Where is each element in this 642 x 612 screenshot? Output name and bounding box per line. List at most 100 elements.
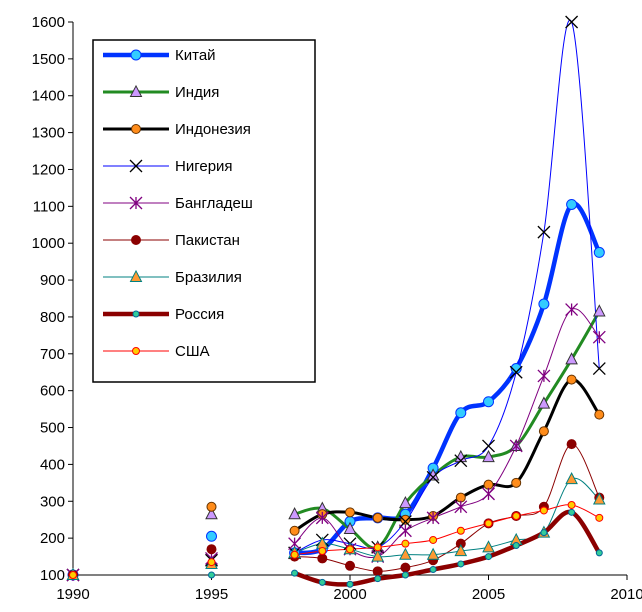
data-point [291, 569, 299, 577]
series-7-markers [69, 508, 603, 588]
data-point [539, 506, 548, 515]
data-point [512, 512, 521, 521]
legend-label: Нигерия [175, 158, 233, 175]
data-point [290, 550, 299, 559]
data-point [568, 508, 576, 516]
data-point [206, 544, 217, 555]
data-point [565, 303, 579, 317]
data-point [346, 545, 354, 554]
chart-legend: Китай Индия Индонезия Нигерия Бангладеш Пакис… [92, 39, 316, 383]
data-point [512, 542, 520, 550]
data-point [537, 369, 551, 383]
y-tick-label: 1100 [33, 198, 65, 215]
data-point [510, 363, 522, 375]
y-tick-label: 300 [40, 493, 65, 510]
data-point [483, 479, 494, 490]
data-point [401, 539, 410, 548]
data-point [318, 547, 327, 556]
series-6-markers [66, 472, 606, 581]
legend-item: Бразилия [103, 269, 242, 286]
data-point [371, 549, 385, 562]
series-line [294, 19, 600, 554]
data-point [429, 565, 437, 573]
data-point [592, 492, 606, 505]
y-tick-label: 1600 [32, 14, 65, 31]
legend-label: Индонезия [175, 121, 251, 138]
data-point [509, 365, 523, 379]
data-point [398, 524, 412, 538]
y-tick-label: 1000 [32, 235, 65, 252]
legend-label: США [175, 343, 210, 360]
series-2-markers [68, 374, 605, 580]
data-point [454, 500, 468, 514]
data-point [565, 352, 578, 365]
data-point [594, 409, 605, 420]
legend-label: Пакистан [175, 232, 240, 249]
data-point [346, 580, 354, 588]
legend-swatch-marker [131, 124, 141, 134]
legend-item: Россия [103, 306, 224, 323]
data-point [400, 562, 411, 573]
legend-swatch-marker [129, 159, 143, 173]
series-8-markers [69, 500, 604, 579]
data-point [537, 396, 551, 409]
series-3-line-group [294, 19, 600, 554]
data-point [592, 362, 606, 376]
data-point [207, 558, 216, 567]
data-point [456, 526, 465, 535]
data-point [455, 407, 467, 419]
data-point [372, 512, 383, 523]
y-tick-label: 500 [40, 420, 65, 437]
series-line [294, 477, 600, 558]
data-point [511, 477, 522, 488]
data-point [289, 525, 300, 536]
data-point [401, 571, 409, 579]
data-point [315, 536, 329, 549]
x-tick-label: 1990 [56, 586, 89, 603]
legend-swatch-marker [129, 196, 143, 210]
legend-item: Китай [103, 47, 216, 64]
data-point [206, 501, 217, 512]
y-tick-label: 800 [40, 309, 65, 326]
legend-item: США [103, 343, 210, 360]
legend-swatch-marker [131, 235, 141, 245]
series-layer [66, 15, 606, 588]
legend-label: Бангладеш [175, 195, 253, 212]
data-point [373, 543, 382, 552]
x-tick-label: 2005 [472, 586, 505, 603]
legend-swatch-marker [132, 310, 140, 318]
chart-axes: 100 200 300 400 500 600 700 800 900 1000 1100 1200 1… [32, 14, 642, 603]
x-tick-label: 2000 [333, 586, 366, 603]
series-0-line-group [292, 201, 602, 556]
data-point [318, 578, 326, 586]
legend-label: Индия [175, 84, 219, 101]
data-point [426, 547, 440, 560]
legend-label: Бразилия [175, 269, 242, 286]
data-point [592, 304, 606, 317]
data-point [288, 507, 301, 520]
legend-label: Россия [175, 306, 224, 323]
data-point [345, 560, 355, 571]
data-point [482, 487, 495, 501]
data-point [538, 298, 550, 310]
y-tick-label: 200 [40, 530, 65, 547]
y-tick-label: 1400 [32, 88, 65, 105]
data-point [482, 449, 495, 463]
data-point [400, 514, 411, 525]
data-point [454, 454, 468, 468]
y-tick-label: 100 [40, 567, 65, 584]
legend-label: Китай [175, 47, 216, 64]
data-point [567, 500, 576, 509]
series-6-line-group [294, 477, 600, 558]
y-tick-label: 1300 [32, 125, 65, 142]
legend-item: Индонезия [103, 121, 251, 138]
data-point [317, 553, 328, 564]
data-point [208, 571, 215, 579]
data-point [537, 225, 551, 239]
y-tick-label: 1500 [32, 51, 65, 68]
data-point [565, 15, 579, 29]
data-point [595, 549, 603, 557]
x-tick-label: 1995 [195, 586, 228, 603]
data-point [206, 530, 217, 542]
y-tick-label: 900 [40, 272, 65, 289]
